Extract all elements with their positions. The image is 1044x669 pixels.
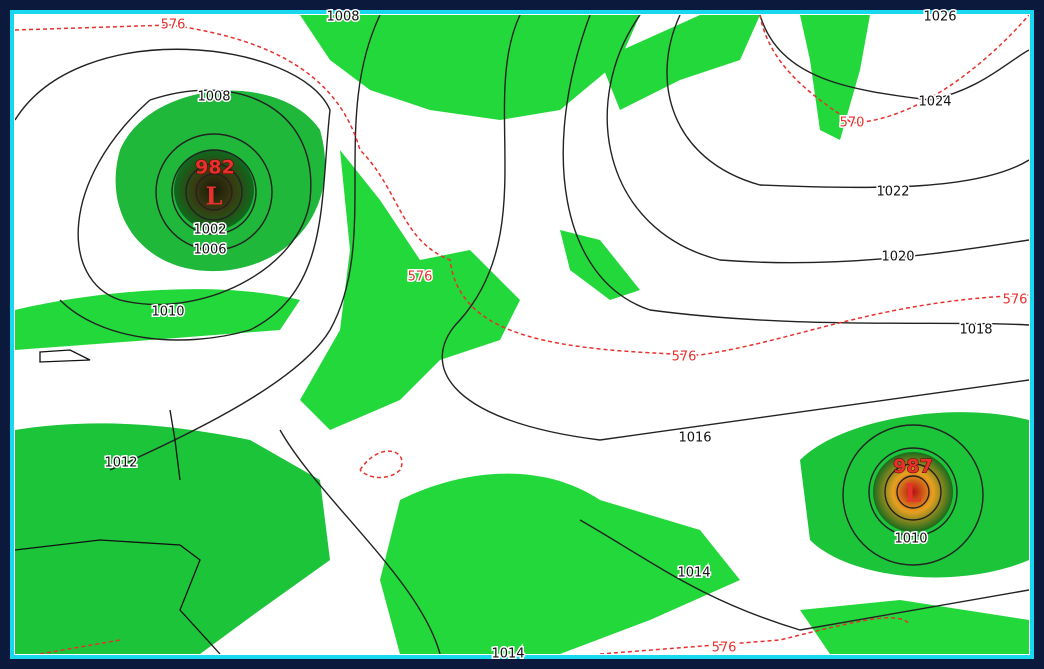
thickness-label: 576	[672, 350, 697, 365]
isobar-label: 1026	[923, 10, 956, 25]
isobar-label: 1006	[193, 243, 226, 258]
low-core	[174, 150, 254, 230]
isobar-label: 1010	[894, 532, 927, 547]
low-symbol: L	[905, 479, 922, 508]
low-pressure: 982	[195, 157, 235, 179]
isobar-label: 1024	[918, 95, 951, 110]
coastlines	[15, 349, 221, 654]
isobar-label: 1008	[197, 90, 230, 105]
isobar-label: 1016	[678, 431, 711, 446]
low-pressure: 987	[893, 456, 933, 478]
thickness-label: 576	[1003, 293, 1028, 308]
thickness-lines	[15, 15, 1029, 654]
isobar-label: 1022	[876, 185, 909, 200]
isobar-label: 1020	[881, 250, 914, 265]
precipitation	[15, 15, 1029, 654]
thickness-label: 576	[408, 270, 433, 285]
low-symbol: L	[206, 182, 223, 211]
isobar-label: 1014	[491, 647, 524, 662]
thickness-label: 576	[161, 18, 186, 33]
isobar-label: 1014	[677, 566, 710, 581]
thickness-label: 570	[840, 116, 865, 131]
isobar-label: 1008	[326, 10, 359, 25]
isobar-label: 1002	[193, 223, 226, 238]
isobar-label: 1012	[104, 456, 137, 471]
labels: 1008 1026 1008 1002 1006 1010 1024 1022 …	[103, 8, 1029, 663]
thickness-label: 576	[712, 641, 737, 656]
isobars	[15, 15, 1029, 654]
isobar-label: 1010	[151, 305, 184, 320]
isobar-label: 1018	[959, 323, 992, 338]
map-body	[15, 15, 1029, 654]
